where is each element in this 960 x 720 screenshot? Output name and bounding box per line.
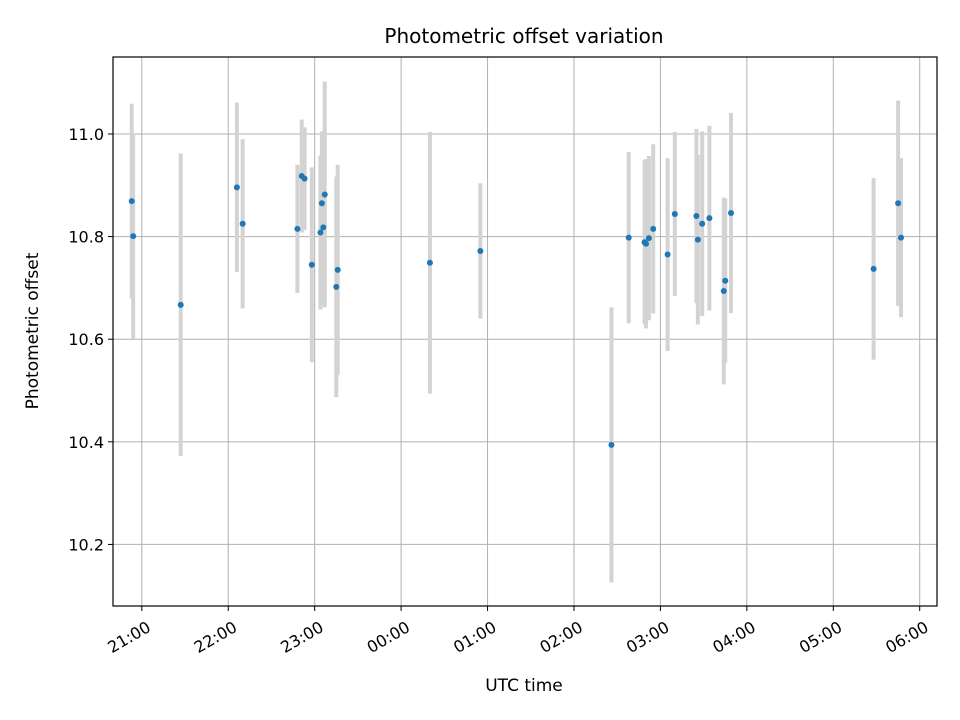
y-tick-label: 10.6 — [68, 330, 104, 349]
data-point — [870, 265, 877, 272]
data-point — [128, 198, 135, 205]
data-point — [321, 191, 328, 198]
data-point — [239, 220, 246, 227]
data-point — [294, 225, 301, 232]
data-point — [233, 184, 240, 191]
data-point — [645, 235, 652, 242]
data-point — [706, 215, 713, 222]
data-point — [643, 240, 650, 247]
y-axis-title: Photometric offset — [23, 252, 43, 409]
data-points — [128, 173, 904, 448]
data-point — [320, 224, 327, 231]
data-point — [693, 213, 700, 220]
data-point — [728, 209, 734, 216]
data-point — [694, 236, 701, 243]
data-point — [720, 287, 727, 294]
data-point — [308, 261, 315, 268]
data-point — [671, 211, 678, 218]
data-point — [177, 301, 184, 308]
data-point — [625, 234, 632, 241]
data-point — [317, 229, 324, 236]
data-point — [477, 247, 484, 254]
y-tick-label: 10.2 — [68, 535, 104, 554]
data-point — [897, 234, 904, 241]
grid — [113, 57, 937, 606]
data-point — [334, 266, 341, 273]
data-point — [130, 233, 137, 240]
plot-frame — [112, 56, 938, 607]
chart-title: Photometric offset variation — [384, 24, 663, 48]
data-point — [650, 225, 657, 232]
data-point — [608, 441, 615, 448]
data-point — [895, 200, 902, 207]
x-axis-title: UTC time — [485, 676, 563, 696]
data-point — [426, 259, 433, 266]
data-point — [333, 283, 340, 290]
data-point — [301, 175, 308, 182]
y-axis-ticks: 10.2 10.4 10.6 10.8 11.0 — [68, 125, 113, 554]
y-tick-label: 10.8 — [68, 228, 104, 247]
data-point — [318, 200, 325, 207]
y-tick-label: 11.0 — [68, 125, 104, 144]
data-point — [664, 251, 671, 258]
y-tick-label: 10.4 — [68, 433, 104, 452]
data-point — [699, 220, 706, 227]
data-point — [722, 277, 729, 284]
